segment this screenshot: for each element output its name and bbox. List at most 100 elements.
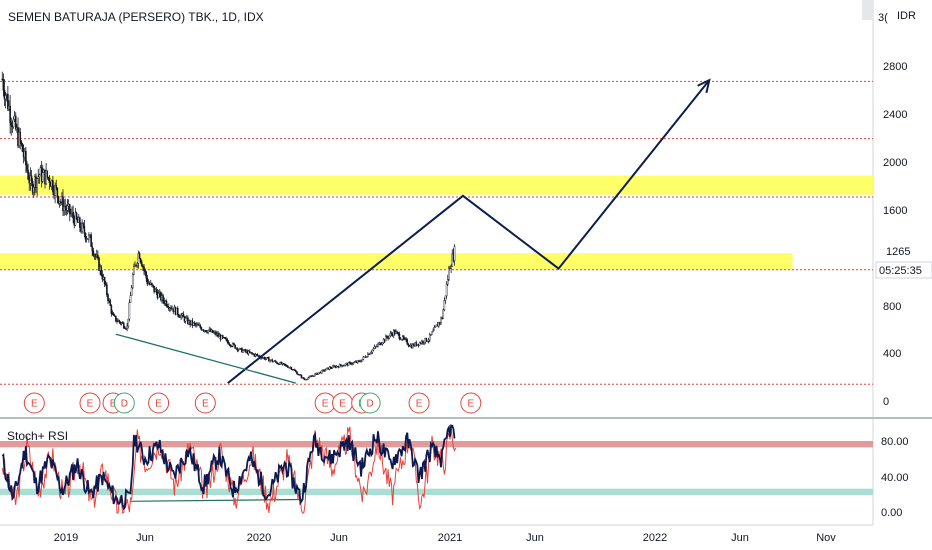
candle-body — [360, 361, 362, 363]
candle-body — [236, 347, 239, 351]
candle-body — [263, 357, 266, 360]
candle-body — [256, 354, 259, 356]
candle-body — [205, 330, 207, 332]
earnings-marker-circle[interactable] — [79, 392, 101, 414]
zone-band — [0, 175, 873, 195]
candle-body — [3, 89, 6, 100]
candle-body — [83, 225, 86, 234]
earnings-marker-circle[interactable] — [23, 392, 45, 414]
earnings-marker-label: E — [322, 399, 329, 410]
candle-body — [405, 338, 407, 340]
candle-body — [371, 349, 374, 353]
candle-body — [37, 176, 40, 179]
price-tick: 400 — [883, 348, 901, 360]
candle-body — [307, 377, 310, 380]
candle-body — [30, 175, 33, 182]
candle-body — [386, 335, 388, 338]
candle-body — [329, 366, 332, 369]
scroll-button[interactable] — [862, 0, 873, 20]
candle-body — [97, 254, 99, 259]
candle-body — [373, 346, 376, 349]
candle-body — [268, 357, 270, 362]
candle-body — [138, 253, 141, 259]
projection-path — [227, 79, 711, 384]
candle-body — [136, 263, 139, 266]
candle-body — [400, 339, 403, 341]
candle-body — [122, 322, 125, 329]
candle-body — [100, 266, 103, 275]
candle-body — [157, 293, 160, 299]
candle-body — [110, 305, 113, 314]
candle-body — [162, 295, 164, 301]
candle-body — [390, 333, 393, 335]
candle-body — [283, 363, 286, 366]
candle-body — [31, 181, 34, 193]
candle-body — [344, 363, 347, 366]
candle-body — [155, 288, 158, 293]
candle-body — [314, 373, 316, 377]
earnings-marker-label: E — [31, 399, 38, 410]
candle-body — [361, 358, 364, 362]
candle-body — [88, 235, 90, 240]
candle-body — [274, 360, 277, 363]
candle-body — [425, 337, 428, 342]
earnings-marker-circle[interactable] — [194, 392, 216, 414]
stoch-tick: 40.00 — [881, 472, 909, 484]
candle-body — [362, 356, 365, 360]
candle-body — [224, 337, 226, 339]
candle-body — [26, 164, 28, 171]
support-resistance-zones — [0, 175, 873, 270]
candle-body — [237, 349, 240, 351]
candle-body — [36, 178, 38, 189]
overbought-band — [0, 441, 873, 448]
time-tick: Jun — [136, 532, 154, 544]
candle-body — [381, 342, 384, 345]
candle-body — [241, 347, 243, 353]
candle-body — [170, 307, 172, 310]
candle-body — [21, 143, 24, 152]
stoch-d-line — [1, 426, 457, 514]
candle-body — [139, 258, 142, 263]
price-tick: 2800 — [883, 61, 907, 73]
earnings-marker-label: E — [202, 399, 209, 410]
candle-body — [153, 285, 155, 292]
candle-body — [379, 342, 382, 346]
candle-body — [184, 317, 187, 322]
stoch-bands — [0, 441, 873, 495]
candle-body — [296, 371, 298, 375]
candle-body — [176, 308, 179, 315]
candle-body — [12, 119, 15, 128]
candle-body — [369, 353, 371, 355]
last-price-label: 1265 — [886, 246, 910, 258]
earnings-marker-circle[interactable] — [148, 392, 170, 414]
candle-body — [370, 352, 373, 354]
candle-body — [286, 365, 288, 367]
candle-body — [90, 234, 92, 247]
candle-body — [372, 348, 375, 351]
candle-body — [9, 105, 11, 123]
candle-body — [109, 299, 112, 306]
candle-body — [340, 364, 342, 366]
earnings-marker-circle[interactable] — [460, 392, 482, 414]
candle-body — [27, 170, 29, 180]
stoch-lines — [1, 424, 457, 514]
time-tick: Jun — [330, 532, 348, 544]
candle-body — [248, 350, 251, 353]
price-tick: 2000 — [883, 157, 907, 169]
dividend-marker-circle[interactable] — [113, 392, 135, 414]
candle-body — [146, 277, 149, 285]
earnings-marker-label: E — [339, 399, 346, 410]
candle-body — [115, 315, 117, 322]
candle-body — [367, 353, 369, 358]
candle-body — [377, 343, 379, 347]
event-markers[interactable]: EEEEEEEEEEDD — [23, 392, 482, 414]
earnings-marker-circle[interactable] — [408, 392, 430, 414]
dividend-marker-circle[interactable] — [359, 392, 381, 414]
price-tick: 0 — [883, 396, 889, 408]
candle-body — [440, 317, 442, 323]
stoch-tick: 80.00 — [881, 436, 909, 448]
countdown-box — [875, 261, 932, 279]
candle-body — [72, 211, 74, 219]
